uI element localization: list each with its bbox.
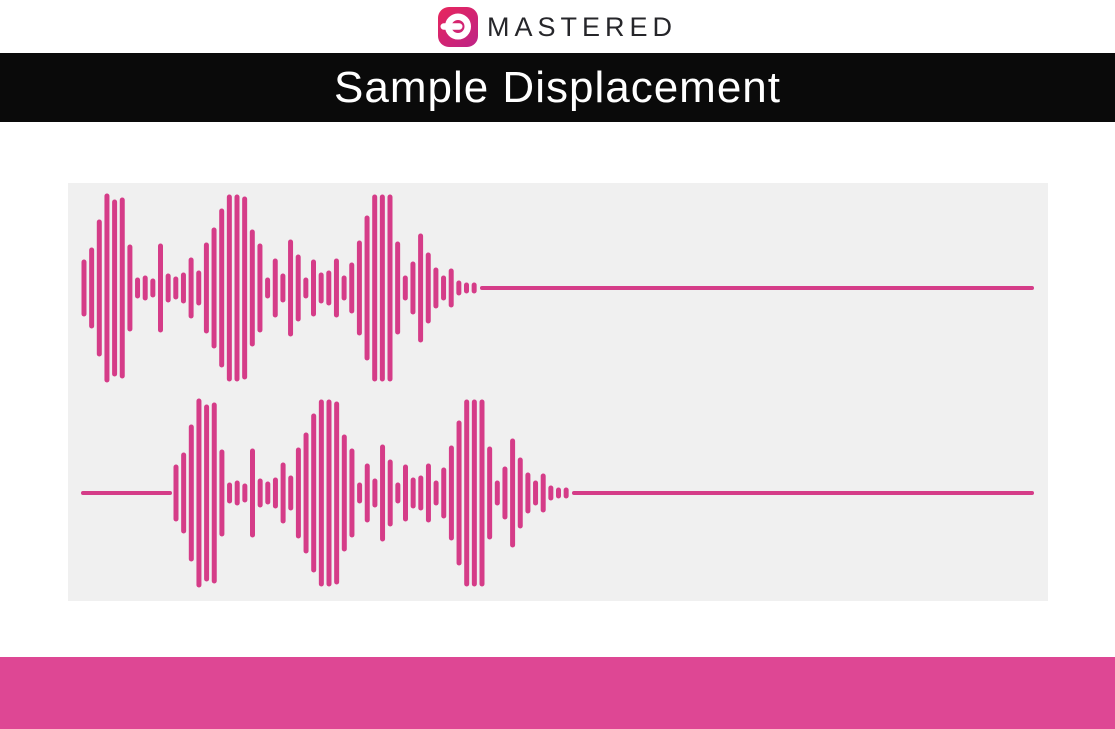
brand-name: MASTERED bbox=[486, 12, 678, 42]
footer-accent-bar bbox=[0, 657, 1115, 729]
emastered-logo: MASTERED bbox=[0, 0, 1115, 53]
title-banner: Sample Displacement bbox=[0, 53, 1115, 122]
waveform-figure bbox=[81, 193, 1034, 588]
waveform-panel bbox=[68, 183, 1048, 601]
page-title: Sample Displacement bbox=[334, 62, 781, 112]
waveform-original bbox=[81, 193, 1034, 383]
emastered-e-icon bbox=[437, 6, 478, 47]
waveform-displaced bbox=[81, 398, 1034, 588]
